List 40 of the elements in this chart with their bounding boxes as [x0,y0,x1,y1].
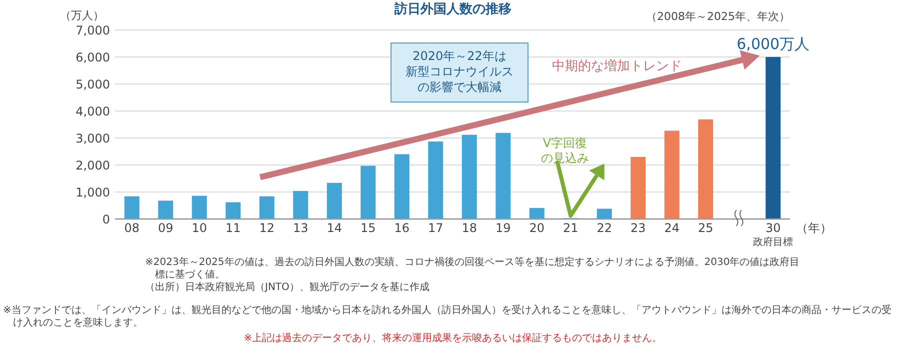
x-tick-label: 15 [360,221,376,235]
text: ※上記は過去のデータであり、将来の運用成果を示唆あるいは保証するものではありません。 [244,332,662,344]
text: （出所）日本政府観光局（JNTO）、観光庁のデータを基に作成 [145,281,430,293]
y-tick-label: 4,000 [76,104,110,118]
y-tick-label: 6,000 [76,50,110,64]
x-tick-label: 12 [259,221,275,235]
annotation: 中期的な増加トレンド [552,58,682,74]
x-tick-label: 23 [630,221,646,235]
y-tick-label: 7,000 [76,24,110,38]
x-tick-label: 19 [495,221,511,235]
x-tick-label: 11 [225,221,241,235]
annotation: 2020年～22年は新型コロナウイルスの影響で大幅減 [406,49,514,94]
chart-title: 訪日外国人数の推移 [394,1,512,17]
y-tick-label: 2,000 [76,158,110,172]
x-tick-label: 22 [596,221,612,235]
y-tick-label: 1,000 [76,186,110,200]
x-tick-label: 10 [192,221,208,235]
x-tick-label: 17 [428,221,444,235]
x-tick-label: 14 [326,221,342,235]
y-axis-title: （万人） [60,9,104,22]
text: 政府目標 [753,236,794,248]
data-label: 6,000万人 [736,35,810,53]
y-tick-label: 5,000 [76,78,110,92]
x-tick-label: 24 [664,221,680,235]
text: ※当ファンドでは、「インバウンド」は、観光目的などで他の国・地域から日本を訪れる外国人（訪日外国人）を受け入れることを意味し、「アウトバウンド」は海外での日本の商品・サービスの受け入れのことを意味します。 [3,304,892,328]
x-tick-label: 08 [124,221,140,235]
annotation: V字回復の見込み [541,136,589,165]
text: ※2023年～2025年の値は、過去の訪日外国人数の実績、コロナ禍後の回復ペース等を基に想定するシナリオによる予測値。2030年の値は政府目標に基づく値。 [145,256,800,280]
x-tick-label: 18 [462,221,478,235]
y-tick-label: 0 [102,212,110,226]
x-tick-label: 25 [698,221,714,235]
x-tick-label: 20 [529,221,545,235]
x-tick-label: 30 [765,221,781,235]
chart-subtitle: （2008年～2025年、年次） [646,10,790,23]
x-tick-label: 21 [562,221,578,235]
x-tick-label: 16 [394,221,410,235]
x-axis-title: （年） [796,221,832,235]
x-tick-label: 09 [158,221,174,235]
y-tick-label: 3,000 [76,132,110,146]
x-tick-label: 13 [292,221,308,235]
